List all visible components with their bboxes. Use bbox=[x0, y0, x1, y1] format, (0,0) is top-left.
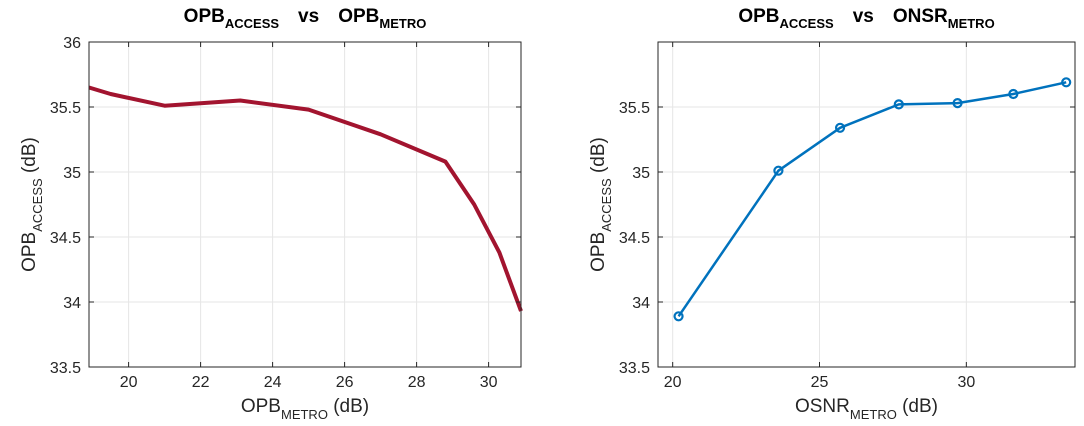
data-point bbox=[834, 122, 846, 133]
x-axis-label: OSNRMETRO (dB) bbox=[795, 396, 938, 422]
chart-title: OPBACCESS vs OPBMETRO bbox=[184, 6, 427, 31]
y-tick-label: 34 bbox=[63, 295, 81, 312]
title-subscript: ACCESS bbox=[225, 16, 280, 31]
y-label-subscript: ACCESS bbox=[30, 178, 45, 232]
y-axis-label: OPBACCESS (dB) bbox=[19, 137, 45, 272]
y-label-unit: (dB) bbox=[588, 137, 609, 178]
x-label-main: OPB bbox=[241, 396, 281, 417]
title-subscript: ACCESS bbox=[780, 16, 835, 31]
title-subscript-2: METRO bbox=[379, 16, 426, 31]
axes-box bbox=[657, 41, 1076, 368]
y-label-main: OPB bbox=[19, 232, 40, 272]
y-tick-label: 35.5 bbox=[50, 100, 81, 117]
x-tick-label: 22 bbox=[192, 374, 210, 391]
y-label-unit: (dB) bbox=[19, 137, 40, 178]
x-axis-label: OPBMETRO (dB) bbox=[241, 396, 369, 422]
x-label-unit: (dB) bbox=[897, 396, 938, 417]
axes-box bbox=[88, 41, 522, 368]
x-tick-label: 30 bbox=[480, 374, 498, 391]
y-tick-label: 35.5 bbox=[619, 100, 650, 117]
y-tick-label: 33.5 bbox=[50, 360, 81, 377]
x-tick-label: 30 bbox=[957, 374, 975, 391]
x-label-main: OSNR bbox=[795, 396, 850, 417]
data-point bbox=[1061, 77, 1072, 88]
series-line bbox=[677, 81, 1067, 318]
data-point bbox=[952, 97, 963, 109]
data-point bbox=[773, 165, 784, 176]
x-label-subscript: METRO bbox=[850, 407, 897, 422]
title-subscript-2: METRO bbox=[948, 16, 995, 31]
chart-1: 20 22 24 26 28 30 33.5 34 34.5 35 35.5 36 OPBACCESS … bbox=[19, 6, 523, 422]
y-tick-label: 34.5 bbox=[619, 230, 650, 247]
chart-title: OPBACCESS vs ONSRMETRO bbox=[738, 6, 994, 31]
y-tick-label: 34 bbox=[632, 295, 650, 312]
title-vs: vs bbox=[279, 6, 338, 27]
title-main: OPB bbox=[738, 6, 779, 27]
x-tick-label: 20 bbox=[120, 374, 138, 391]
x-tick-label: 25 bbox=[811, 374, 829, 391]
data-point bbox=[673, 311, 684, 322]
title-main-2: ONSR bbox=[893, 6, 948, 27]
title-vs: vs bbox=[834, 6, 893, 27]
y-tick-label: 36 bbox=[63, 35, 81, 52]
title-main: OPB bbox=[184, 6, 225, 27]
title-main-2: OPB bbox=[338, 6, 379, 27]
x-tick-label: 26 bbox=[336, 374, 354, 391]
data-point bbox=[893, 99, 904, 110]
x-tick-label: 24 bbox=[264, 374, 282, 391]
x-tick-label: 28 bbox=[408, 374, 426, 391]
y-tick-label: 34.5 bbox=[50, 230, 81, 247]
x-label-unit: (dB) bbox=[328, 396, 369, 417]
y-tick-label: 33.5 bbox=[619, 360, 650, 377]
series-line bbox=[88, 85, 523, 312]
y-label-main: OPB bbox=[588, 232, 609, 272]
y-tick-label: 35 bbox=[632, 165, 650, 182]
data-point bbox=[1008, 88, 1019, 100]
y-tick-label: 35 bbox=[63, 165, 81, 182]
x-label-subscript: METRO bbox=[281, 407, 328, 422]
plot-area bbox=[89, 42, 521, 367]
y-label-subscript: ACCESS bbox=[599, 178, 614, 232]
x-tick-label: 20 bbox=[664, 374, 682, 391]
y-axis-label: OPBACCESS (dB) bbox=[588, 137, 614, 272]
